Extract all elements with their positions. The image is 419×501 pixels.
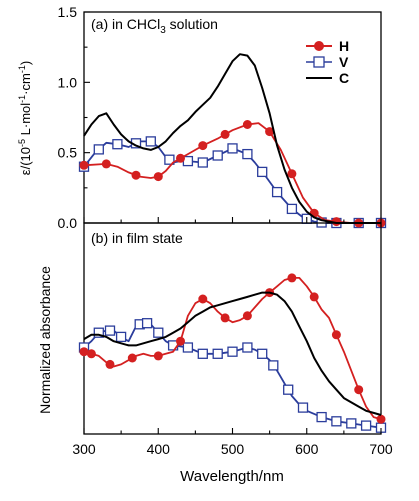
- panel-b-x-ticks: 300 400 500 600 700: [72, 428, 393, 457]
- marker-v-b-14: [268, 360, 279, 371]
- marker-v-a-8: [212, 150, 223, 161]
- marker-h-b-5: [176, 336, 185, 346]
- marker-v-b-6: [153, 327, 164, 338]
- marker-h-a-5: [198, 141, 208, 151]
- panel-a-label-tail: solution: [166, 16, 218, 32]
- legend-label-h: H: [339, 38, 349, 54]
- x-tick-label: 500: [221, 441, 245, 457]
- marker-h-b-11: [309, 292, 319, 302]
- marker-v-a-5: [164, 154, 175, 165]
- ylabel-a-part2: L·mol: [18, 103, 33, 139]
- marker-h-a-2: [131, 170, 141, 180]
- marker-v-a-10: [242, 148, 253, 160]
- marker-v-b-9: [197, 348, 208, 359]
- marker-h-b-14: [376, 414, 386, 424]
- marker-h-b-10: [287, 273, 297, 283]
- panel-b-label: (b) in film state: [91, 230, 183, 246]
- x-tick-label: 600: [295, 441, 319, 457]
- ylabel-a-sup2: -1: [17, 95, 27, 103]
- ylabel-a-sup1: -5: [17, 139, 27, 147]
- legend-label-v: V: [339, 54, 349, 70]
- marker-v-b-10: [212, 348, 223, 359]
- marker-h-a-6: [220, 129, 230, 139]
- marker-h-a-3: [153, 172, 163, 182]
- marker-h-b-1: [86, 349, 96, 359]
- series-line-c-a: [83, 53, 381, 224]
- ylabel-a-sup3: -1: [17, 65, 27, 73]
- series-line-c-b: [83, 291, 382, 416]
- marker-v-b-20: [360, 420, 372, 431]
- x-tick-label: 300: [72, 441, 96, 457]
- y-tick-label: 1.5: [58, 4, 78, 20]
- x-tick-label: 700: [369, 441, 393, 457]
- marker-h-a-1: [101, 159, 111, 169]
- marker-v-b-13: [257, 348, 268, 359]
- marker-h-b-3: [127, 353, 137, 363]
- panel-b-frame: [83, 222, 382, 435]
- panel-a-label: (a) in CHCl3 solution: [91, 16, 218, 36]
- marker-v-b-18: [331, 416, 342, 427]
- legend-marker-h: [314, 41, 324, 51]
- marker-h-b-7: [220, 313, 230, 323]
- y-tick-label: 1.0: [58, 74, 78, 90]
- marker-v-b-2: [104, 325, 116, 336]
- marker-v-a-9: [227, 143, 238, 154]
- marker-v-a-11: [257, 166, 268, 178]
- marker-h-a-8: [265, 127, 275, 137]
- panel-a: 0.0 0.5 1.0 1.5 (a) in CHCl3 solution H V C…: [17, 4, 387, 231]
- marker-v-b-17: [316, 411, 327, 423]
- legend-label-c: C: [339, 70, 349, 86]
- panel-a-label-main: (a) in CHCl: [91, 16, 160, 32]
- marker-h-b-12: [331, 330, 341, 340]
- panel-b-series: [78, 273, 387, 433]
- marker-v-b-3: [115, 331, 127, 343]
- marker-v-b-19: [346, 418, 357, 429]
- panel-a-y-axis-label: ε/(10-5 L·mol-1·cm-1): [17, 61, 33, 175]
- marker-h-b-0: [79, 347, 89, 357]
- x-tick-label: 400: [147, 441, 171, 457]
- marker-h-b-4: [153, 351, 163, 361]
- marker-v-a-12: [271, 186, 283, 198]
- series-line-v-a: [83, 140, 381, 224]
- marker-v-b-5: [141, 318, 153, 329]
- marker-v-b-16: [297, 402, 309, 413]
- marker-v-a-4: [145, 136, 156, 147]
- marker-h-b-13: [354, 385, 364, 395]
- panel-a-label-sub: 3: [160, 25, 166, 36]
- marker-h-b-8: [242, 311, 252, 321]
- marker-h-a-0: [79, 160, 89, 170]
- marker-v-b-12: [242, 342, 253, 353]
- panel-a-y-ticks: 0.0 0.5 1.0 1.5: [58, 4, 90, 231]
- ylabel-a-part3: ·cm: [18, 73, 33, 95]
- legend-marker-v: [313, 56, 325, 68]
- marker-h-b-6: [198, 294, 208, 304]
- marker-v-a-2: [112, 139, 123, 150]
- panel-a-frame: [83, 11, 382, 224]
- y-tick-label: 0.5: [58, 145, 78, 161]
- marker-v-b-11: [227, 346, 238, 357]
- marker-h-a-4: [176, 153, 185, 163]
- ylabel-a-part4: ): [18, 61, 33, 65]
- marker-v-a-1: [93, 144, 104, 155]
- marker-h-a-9: [287, 169, 297, 179]
- legend: H V C: [306, 38, 349, 86]
- marker-v-b-15: [283, 384, 294, 395]
- marker-v-b-1: [93, 327, 104, 338]
- panel-b-y-axis-label: Normalized absorbance: [37, 266, 53, 414]
- series-line-h-a: [83, 122, 381, 224]
- y-tick-label: 0.0: [58, 215, 78, 231]
- marker-v-b-8: [182, 342, 194, 353]
- marker-h-a-7: [242, 120, 252, 129]
- marker-v-a-13: [286, 203, 298, 215]
- marker-v-a-7: [197, 157, 208, 168]
- ylabel-a-part1: ε/(10: [18, 147, 33, 175]
- x-axis-label: Wavelength/nm: [180, 468, 284, 485]
- panel-b: 300 400 500 600 700 (b) in film state Normal…: [37, 222, 393, 485]
- marker-h-b-2: [105, 359, 115, 369]
